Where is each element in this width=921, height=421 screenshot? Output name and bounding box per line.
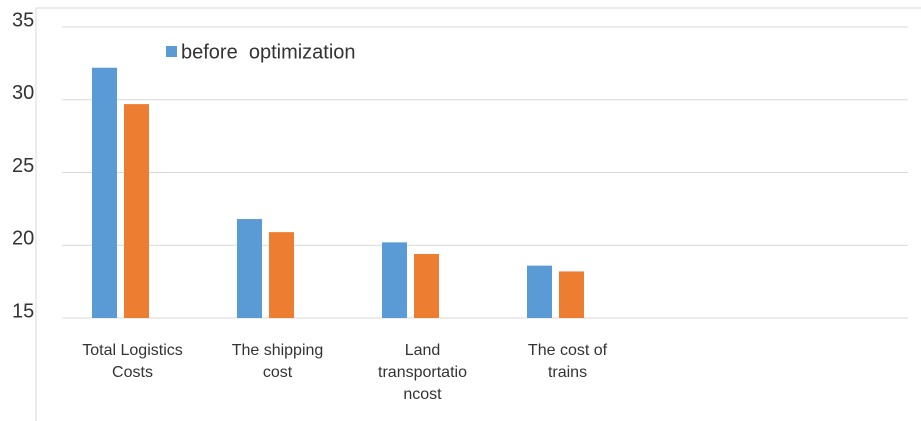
x-tick-label: Land transportatio ncost <box>378 342 467 403</box>
y-tick-label: 15 <box>12 300 34 322</box>
y-tick-label: 30 <box>12 82 34 104</box>
bar <box>269 232 294 318</box>
bar <box>382 242 407 318</box>
x-tick-label: The shipping cost <box>231 342 324 381</box>
y-tick-label: 35 <box>12 9 34 31</box>
x-tick-label: The cost of trains <box>527 342 608 381</box>
bar <box>527 265 552 318</box>
bar <box>124 104 149 319</box>
bar <box>414 253 439 318</box>
bar <box>237 219 262 318</box>
bar <box>559 271 584 318</box>
legend-swatch <box>166 46 177 57</box>
legend-label: before optimization <box>181 41 356 63</box>
y-tick-label: 20 <box>12 228 34 250</box>
x-tick-label: Total Logistics Costs <box>82 342 183 381</box>
y-tick-label: 25 <box>12 155 34 177</box>
bar <box>92 67 117 319</box>
